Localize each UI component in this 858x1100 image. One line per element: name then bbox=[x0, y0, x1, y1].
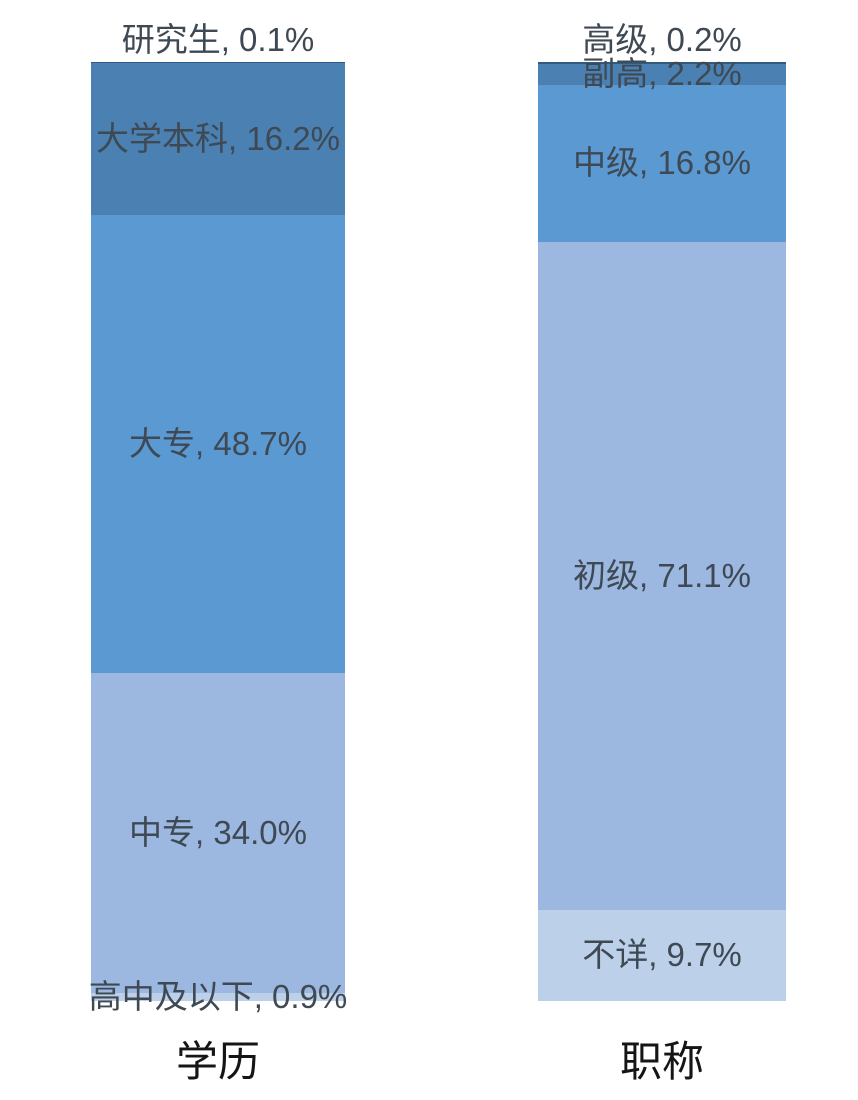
bar-segment-大学本科: 大学本科, 16.2% bbox=[91, 62, 345, 216]
category-label-education: 学历 bbox=[175, 1038, 260, 1085]
segment-label-初级: 初级, 71.1% bbox=[573, 556, 751, 594]
bar-segment-研究生 bbox=[91, 62, 345, 63]
bar-segment-副高: 副高, 2.2% bbox=[538, 55, 786, 92]
segment-label-不详: 不详, 9.7% bbox=[582, 936, 742, 974]
bar-segment-高级 bbox=[538, 62, 786, 64]
bar-segment-中专: 中专, 34.0% bbox=[91, 672, 345, 993]
bar-job-title: 副高, 2.2% 中级, 16.8% 初级, 71.1% 不详, 9.7% 高级, 0… bbox=[538, 21, 786, 1001]
segment-label-大专: 大专, 48.7% bbox=[129, 424, 307, 462]
segment-label-中级: 中级, 16.8% bbox=[573, 144, 751, 182]
segment-label-研究生: 研究生, 0.1% bbox=[121, 20, 315, 58]
category-label-job-title: 职称 bbox=[619, 1038, 704, 1085]
bar-segment-初级: 初级, 71.1% bbox=[538, 242, 786, 910]
bar-segment-大专: 大专, 48.7% bbox=[91, 215, 345, 673]
bar-education: 大学本科, 16.2% 大专, 48.7% 中专, 34.0% 高中及以下, 0.9%… bbox=[89, 21, 348, 1015]
segment-label-大学本科: 大学本科, 16.2% bbox=[96, 119, 340, 157]
bar-job-title-stack: 副高, 2.2% 中级, 16.8% 初级, 71.1% 不详, 9.7% bbox=[538, 55, 786, 1001]
bar-education-stack: 大学本科, 16.2% 大专, 48.7% 中专, 34.0% 高中及以下, 0.9% bbox=[89, 62, 348, 1015]
segment-label-高中及以下: 高中及以下, 0.9% bbox=[88, 977, 348, 1015]
segment-label-高级: 高级, 0.2% bbox=[582, 20, 742, 58]
bar-segment-不详: 不详, 9.7% bbox=[538, 909, 786, 1001]
bar-segment-中级: 中级, 16.8% bbox=[538, 84, 786, 243]
bar-segment-高中及以下: 高中及以下, 0.9% bbox=[89, 978, 348, 1015]
segment-label-副高: 副高, 2.2% bbox=[582, 55, 742, 93]
segment-label-中专: 中专, 34.0% bbox=[129, 813, 307, 851]
